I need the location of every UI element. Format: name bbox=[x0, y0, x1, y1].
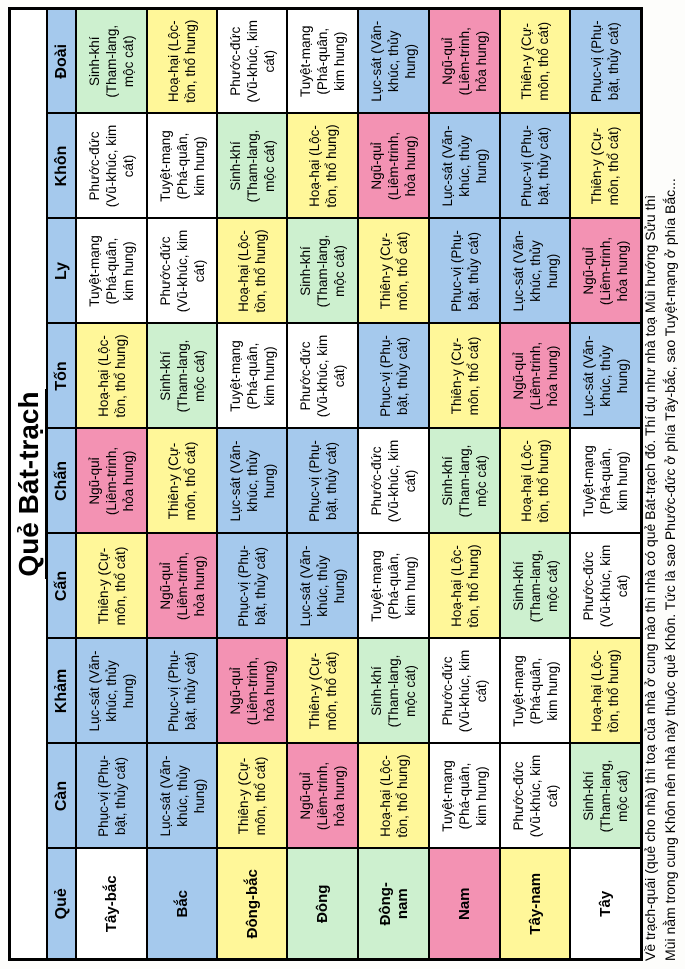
direction-row-7: Tây-nam Phước-đức (Vũ-khúc, kim cát) Tuyệt… bbox=[500, 8, 570, 960]
star-cell-r7c8: Thiên-y (Cự-môn, thổ cát) bbox=[500, 8, 570, 114]
direction-header-8: Tây bbox=[570, 848, 641, 960]
star-cell-r1c2: Lục-sát (Văn-khúc, thủy hung) bbox=[76, 638, 147, 744]
star-cell-r8c5: Lục-sát (Văn-khúc, thủy hung) bbox=[570, 323, 641, 429]
star-cell-r7c2: Tuyệt-mạng (Phá-quân, kim hung) bbox=[500, 638, 570, 744]
star-cell-r5c1: Hoạ-hại (Lộc-tồn, thổ hung) bbox=[358, 743, 429, 849]
star-cell-r3c7: Sinh-khí (Tham-lang, mộc cát) bbox=[217, 113, 287, 219]
direction-header-4: Đông bbox=[287, 848, 358, 960]
title-row: Quẻ Bát-trạch bbox=[9, 8, 47, 960]
direction-row-1: Tây-bắc Phục-vị (Phụ-bật, thủy cát) Lục-sá… bbox=[76, 8, 147, 960]
star-cell-r7c1: Phước-đức (Vũ-khúc, kim cát) bbox=[500, 743, 570, 849]
star-cell-r3c8: Phước-đức (Vũ-khúc, kim cát) bbox=[217, 8, 287, 114]
star-cell-r1c4: Ngũ-quỉ (Liêm-trinh, hỏa hung) bbox=[76, 428, 147, 534]
star-cell-r8c2: Hoạ-hại (Lộc-tồn, thổ hung) bbox=[570, 638, 641, 744]
direction-row-2: Bắc Lục-sát (Văn-khúc, thủy hung) Phục-vị … bbox=[147, 8, 217, 960]
star-cell-r3c2: Ngũ-quỉ (Liêm-trinh, hỏa hung) bbox=[217, 638, 287, 744]
star-cell-r4c4: Phục-vị (Phụ-bật, thủy cát) bbox=[287, 428, 358, 534]
direction-header-5: Đông- nam bbox=[358, 848, 429, 960]
direction-row-4: Đông Ngũ-quỉ (Liêm-trinh, hỏa hung) Thiên-… bbox=[287, 8, 358, 960]
star-cell-r2c1: Lục-sát (Văn-khúc, thủy hung) bbox=[147, 743, 217, 849]
star-cell-r4c7: Hoạ-hại (Lộc-tồn, thổ hung) bbox=[287, 113, 358, 219]
star-cell-r7c5: Ngũ-quỉ (Liêm-trinh, hỏa hung) bbox=[500, 323, 570, 429]
direction-row-3: Đông-bắc Thiên-y (Cự-môn, thổ cát) Ngũ-quỉ… bbox=[217, 8, 287, 960]
star-cell-r5c5: Phục-vị (Phụ-bật, thủy cát) bbox=[358, 323, 429, 429]
star-cell-r5c4: Phước-đức (Vũ-khúc, kim cát) bbox=[358, 428, 429, 534]
star-cell-r8c8: Phục-vị (Phụ-bật, thủy cát) bbox=[570, 8, 641, 114]
star-cell-r6c1: Tuyệt-mạng (Phá-quân, kim hung) bbox=[429, 743, 500, 849]
footnote: Về trạch-quái (quẻ cho nhà) thì toạ của … bbox=[641, 3, 680, 961]
star-cell-r1c7: Phước-đức (Vũ-khúc, kim cát) bbox=[76, 113, 147, 219]
que-header-7: Khôn bbox=[47, 113, 76, 219]
direction-row-6: Nam Tuyệt-mạng (Phá-quân, kim hung) Phước-… bbox=[429, 8, 500, 960]
star-cell-r5c6: Thiên-y (Cự-môn, thổ cát) bbox=[358, 218, 429, 324]
footnote-line-1: Về trạch-quái (quẻ cho nhà) thì toạ của … bbox=[642, 194, 658, 961]
star-cell-r5c7: Ngũ-quỉ (Liêm-trinh, hỏa hung) bbox=[358, 113, 429, 219]
que-header-1: Càn bbox=[47, 743, 76, 849]
star-cell-r4c5: Phước-đức (Vũ-khúc, kim cát) bbox=[287, 323, 358, 429]
que-header-3: Cấn bbox=[47, 533, 76, 639]
star-cell-r1c3: Thiên-y (Cự-môn, thổ cát) bbox=[76, 533, 147, 639]
star-cell-r5c8: Lục-sát (Văn-khúc, thủy hung) bbox=[358, 8, 429, 114]
star-cell-r4c1: Ngũ-quỉ (Liêm-trinh, hỏa hung) bbox=[287, 743, 358, 849]
star-cell-r1c5: Hoạ-hại (Lộc-tồn, thổ hung) bbox=[76, 323, 147, 429]
star-cell-r3c3: Phục-vị (Phụ-bật, thủy cát) bbox=[217, 533, 287, 639]
star-cell-r3c6: Hoạ-hại (Lộc-tồn, thổ hung) bbox=[217, 218, 287, 324]
direction-header-1: Tây-bắc bbox=[76, 848, 147, 960]
direction-header-3: Đông-bắc bbox=[217, 848, 287, 960]
que-header-2: Khảm bbox=[47, 638, 76, 744]
direction-header-6: Nam bbox=[429, 848, 500, 960]
star-cell-r2c7: Tuyệt-mạng (Phá-quân, kim hung) bbox=[147, 113, 217, 219]
corner-header-que: Quẻ bbox=[47, 848, 76, 960]
star-cell-r4c2: Thiên-y (Cự-môn, thổ cát) bbox=[287, 638, 358, 744]
page-title: Quẻ Bát-trạch bbox=[12, 389, 47, 579]
star-cell-r5c2: Sinh-khí (Tham-lang, mộc cát) bbox=[358, 638, 429, 744]
title-cell: Quẻ Bát-trạch bbox=[9, 8, 47, 960]
star-cell-r6c5: Thiên-y (Cự-môn, thổ cát) bbox=[429, 323, 500, 429]
star-cell-r6c3: Hoạ-hại (Lộc-tồn, thổ hung) bbox=[429, 533, 500, 639]
que-header-8: Đoài bbox=[47, 8, 76, 114]
star-cell-r3c4: Lục-sát (Văn-khúc, thủy hung) bbox=[217, 428, 287, 534]
bat-trach-table: Quẻ Bát-trạch Quẻ Càn Khảm Cấn Chấn Tốn Ly Khôn… bbox=[8, 7, 643, 961]
star-cell-r1c1: Phục-vị (Phụ-bật, thủy cát) bbox=[76, 743, 147, 849]
star-cell-r7c3: Sinh-khí (Tham-lang, mộc cát) bbox=[500, 533, 570, 639]
footnote-line-2: Mùi nằm trong cung Khôn nên nhà này thuộ… bbox=[661, 178, 678, 961]
star-cell-r6c7: Lục-sát (Văn-khúc, thủy hung) bbox=[429, 113, 500, 219]
star-cell-r2c3: Ngũ-quỉ (Liêm-trinh, hỏa hung) bbox=[147, 533, 217, 639]
que-header-4: Chấn bbox=[47, 428, 76, 534]
star-cell-r3c5: Tuyệt-mạng (Phá-quân, kim hung) bbox=[217, 323, 287, 429]
star-cell-r2c6: Phước-đức (Vũ-khúc, kim cát) bbox=[147, 218, 217, 324]
star-cell-r1c8: Sinh-khí (Tham-lang, mộc cát) bbox=[76, 8, 147, 114]
star-cell-r2c8: Hoạ-hại (Lộc-tồn, thổ hung) bbox=[147, 8, 217, 114]
star-cell-r2c2: Phục-vị (Phụ-bật, thủy cát) bbox=[147, 638, 217, 744]
star-cell-r8c1: Sinh-khí (Tham-lang, mộc cát) bbox=[570, 743, 641, 849]
star-cell-r7c7: Phục-vị (Phụ-bật, thủy cát) bbox=[500, 113, 570, 219]
star-cell-r4c3: Lục-sát (Văn-khúc, thủy hung) bbox=[287, 533, 358, 639]
star-cell-r8c7: Thiên-y (Cự-môn, thổ cát) bbox=[570, 113, 641, 219]
star-cell-r6c6: Phục-vị (Phụ-bật, thủy cát) bbox=[429, 218, 500, 324]
star-cell-r8c6: Ngũ-quỉ (Liêm-trinh, hỏa hung) bbox=[570, 218, 641, 324]
star-cell-r5c3: Tuyệt-mạng (Phá-quân, kim hung) bbox=[358, 533, 429, 639]
star-cell-r7c6: Lục-sát (Văn-khúc, thủy hung) bbox=[500, 218, 570, 324]
que-header-5: Tốn bbox=[47, 323, 76, 429]
star-cell-r4c6: Sinh-khí (Tham-lang, mộc cát) bbox=[287, 218, 358, 324]
direction-header-2: Bắc bbox=[147, 848, 217, 960]
star-cell-r3c1: Thiên-y (Cự-môn, thổ cát) bbox=[217, 743, 287, 849]
star-cell-r6c8: Ngũ-quỉ (Liêm-trinh, hỏa hung) bbox=[429, 8, 500, 114]
star-cell-r1c6: Tuyệt-mạng (Phá-quân, kim hung) bbox=[76, 218, 147, 324]
star-cell-r2c5: Sinh-khí (Tham-lang, mộc cát) bbox=[147, 323, 217, 429]
star-cell-r8c4: Tuyệt-mạng (Phá-quân, kim hung) bbox=[570, 428, 641, 534]
direction-header-7: Tây-nam bbox=[500, 848, 570, 960]
star-cell-r8c3: Phước-đức (Vũ-khúc, kim cát) bbox=[570, 533, 641, 639]
star-cell-r4c8: Tuyệt-mạng (Phá-quân, kim hung) bbox=[287, 8, 358, 114]
star-cell-r7c4: Hoạ-hại (Lộc-tồn, thổ hung) bbox=[500, 428, 570, 534]
direction-row-5: Đông- nam Hoạ-hại (Lộc-tồn, thổ hung) Sinh… bbox=[358, 8, 429, 960]
star-cell-r2c4: Thiên-y (Cự-môn, thổ cát) bbox=[147, 428, 217, 534]
que-header-6: Ly bbox=[47, 218, 76, 324]
star-cell-r6c2: Phước-đức (Vũ-khúc, kim cát) bbox=[429, 638, 500, 744]
direction-row-8: Tây Sinh-khí (Tham-lang, mộc cát) Hoạ-hại … bbox=[570, 8, 641, 960]
que-header-row: Quẻ Càn Khảm Cấn Chấn Tốn Ly Khôn Đoài bbox=[47, 8, 76, 960]
star-cell-r6c4: Sinh-khí (Tham-lang, mộc cát) bbox=[429, 428, 500, 534]
